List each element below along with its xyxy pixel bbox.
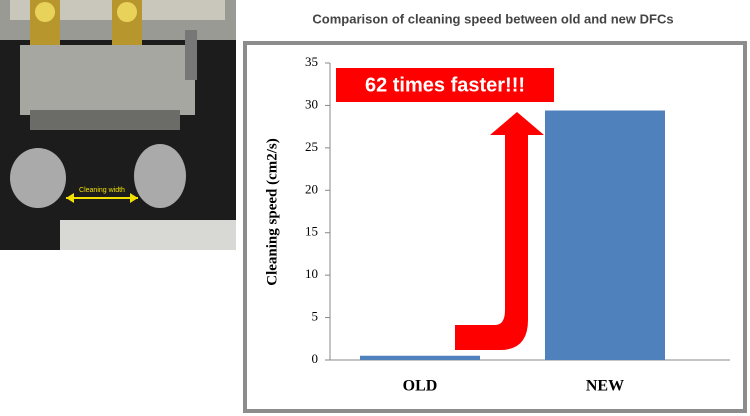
y-axis-label: Cleaning speed (cm2/s) bbox=[264, 138, 280, 286]
annotation: 62 times faster!!! bbox=[365, 74, 525, 96]
plot: 0 5 10 15 20 25 30 35 OLD NEW bbox=[305, 54, 730, 395]
y-tick-label: 25 bbox=[305, 139, 318, 154]
y-tick-label: 20 bbox=[305, 181, 318, 196]
y-tick-label: 15 bbox=[305, 224, 318, 239]
y-tick-label: 30 bbox=[305, 96, 318, 111]
y-tick-label: 5 bbox=[312, 309, 319, 324]
x-tick-label: OLD bbox=[403, 378, 438, 395]
bar bbox=[360, 355, 480, 360]
bar bbox=[545, 110, 665, 361]
y-tick-label: 10 bbox=[305, 266, 318, 281]
photo-label: Cleaning width bbox=[79, 187, 125, 194]
y-tick-label: 0 bbox=[312, 351, 319, 366]
y-tick-label: 35 bbox=[305, 54, 318, 69]
annotation-box bbox=[336, 68, 554, 102]
chart-title: Comparison of cleaning speed between old… bbox=[312, 11, 673, 26]
x-tick-label: NEW bbox=[586, 378, 624, 395]
arrow bbox=[455, 112, 544, 350]
photo: Cleaning width bbox=[0, 0, 236, 250]
